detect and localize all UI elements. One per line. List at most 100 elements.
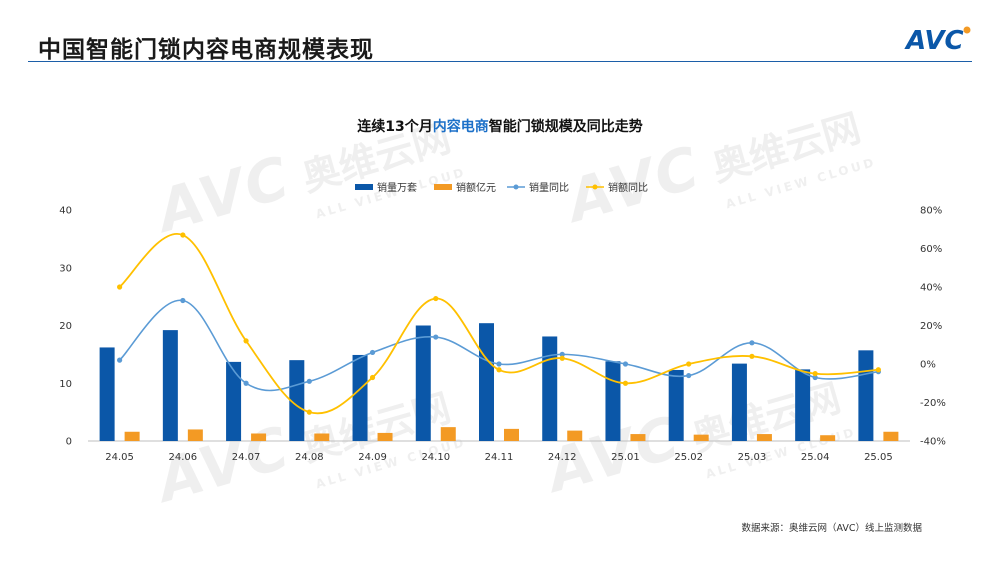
bar-sales-volume [542,336,558,441]
right-axis: -40% -20% 0% 20% 40% 60% 80% [920,206,946,448]
line-amount-yoy-point [749,353,755,359]
header-divider [28,61,972,62]
avc-logo-text: AVC [904,26,964,56]
line-volume-yoy-point [180,297,186,304]
x-axis: 24.05 24.06 24.07 24.08 24.09 24.10 24.11 24.12… [88,440,910,463]
avc-logo-dot [963,26,971,34]
line-volume-yoy-point [812,374,818,381]
bar-sales-volume [858,350,874,441]
line-amount-yoy-point [117,284,123,290]
line-volume-yoy-point [117,357,123,363]
right-axis-tick-label: 0% [920,360,936,371]
left-axis: 0 10 20 30 40 [59,206,72,448]
line-volume-yoy-point [496,361,502,367]
right-axis-tick-label: -40% [920,437,946,448]
bar-sales-amount [504,428,519,441]
bar-sales-amount [124,431,140,441]
chart-title-highlight: 内容电商 [433,118,489,135]
x-axis-tick-label: 25.01 [611,452,640,463]
avc-logo: AVC [904,26,971,56]
bar-sales-amount [693,434,709,441]
x-axis-tick-label: 24.11 [485,452,514,463]
line-amount-yoy-point [243,338,249,344]
bar-sales-amount [630,434,646,441]
left-axis-tick-label: 0 [66,437,72,448]
legend-label: 销量万套 [377,181,417,194]
right-axis-tick-label: 60% [920,244,942,255]
line-volume-yoy-point [622,361,629,367]
data-source-note: 数据来源：奥维云网（AVC）线上监测数据 [741,523,922,534]
line-amount-yoy-point [559,355,565,361]
line-amount-yoy-point [433,295,439,302]
line-amount-yoy-point [369,374,376,381]
line-amount-yoy-point [496,367,502,373]
bar-sales-amount [251,433,267,441]
bar-sales-volume [731,363,747,441]
x-axis-tick-label: 24.06 [169,452,198,463]
bar-sales-volume [289,360,305,441]
bar-sales-volume [479,323,494,441]
line-amount-yoy-point [180,232,186,238]
page-title: 中国智能门锁内容电商规模表现 [38,37,374,63]
chart-title: 连续13个月内容电商智能门锁规模及同比走势 [357,118,642,135]
x-axis-tick-label: 25.02 [674,452,703,463]
legend-swatch [355,184,373,190]
line-volume-yoy-point [686,372,692,379]
left-axis-tick-label: 30 [59,263,72,274]
bar-sales-volume [415,325,431,441]
bar-sales-amount [567,430,583,441]
left-axis-tick-label: 20 [59,321,72,332]
bar-sales-amount [820,435,836,441]
right-axis-tick-label: -20% [920,398,946,409]
line-amount-yoy-point [875,367,881,373]
legend-label: 销额同比 [608,181,648,194]
x-axis-tick-label: 24.05 [105,452,134,463]
bar-sales-volume [99,347,115,441]
chart-title-suffix: 智能门锁规模及同比走势 [488,118,643,135]
line-volume-yoy-point [559,351,565,357]
bar-sales-volume [162,330,178,441]
line-amount-yoy-point [812,371,818,377]
line-volume-yoy-point [369,349,376,356]
line-amount-yoy-point [306,409,312,415]
legend-swatch-marker [592,184,598,190]
x-axis-tick-label: 24.07 [232,452,261,463]
bar-sales-amount [187,429,203,441]
right-axis-tick-label: 20% [920,321,942,332]
bar-sales-volume [352,354,368,441]
line-amount-yoy [119,232,879,415]
line-amount-yoy-point [622,380,629,386]
right-axis-tick-label: 80% [920,206,942,217]
x-axis-tick-label: 24.12 [548,452,577,463]
legend-swatch [434,184,452,190]
line-series [117,232,881,415]
bar-sales-amount [377,432,393,441]
legend-label: 销额亿元 [456,181,496,194]
bar-sales-volume [605,361,621,441]
bar-sales-volume [795,369,811,441]
left-axis-tick-label: 40 [59,206,72,217]
x-axis-tick-label: 25.03 [738,452,767,463]
bar-sales-amount [756,434,772,441]
left-axis-tick-label: 10 [59,379,72,390]
legend-label: 销量同比 [529,181,569,194]
bar-series [99,323,899,441]
bar-sales-volume [226,361,242,441]
x-axis-tick-label: 25.04 [801,452,830,463]
bar-sales-volume [668,369,684,441]
legend-swatch-marker [513,184,519,190]
bar-sales-amount [440,427,456,441]
line-volume-yoy-point [306,378,312,384]
chart-legend: 销量万套 销额亿元 销量同比 销额同比 [355,181,648,194]
chart-title-prefix: 连续13个月 [357,118,432,135]
line-amount-yoy-point [686,361,692,367]
x-axis-tick-label: 24.09 [358,452,387,463]
bar-sales-amount [883,431,899,441]
line-volume-yoy-point [243,380,249,386]
x-axis-tick-label: 24.08 [295,452,324,463]
x-axis-tick-label: 25.05 [864,452,893,463]
right-axis-tick-label: 40% [920,283,942,294]
line-volume-yoy-point [433,334,439,340]
line-volume-yoy-point [749,340,755,346]
